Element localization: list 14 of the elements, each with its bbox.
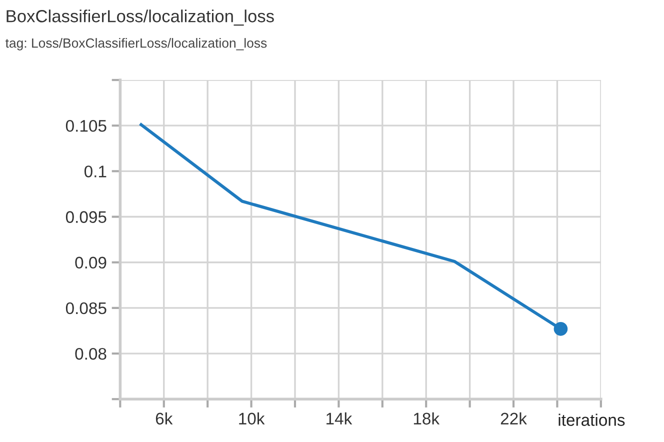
chart-title: BoxClassifierLoss/localization_loss xyxy=(6,10,274,26)
x-tick-label: 10k xyxy=(239,412,265,425)
x-axis-title: iterations xyxy=(558,414,625,426)
x-tick-label: 22k xyxy=(500,412,527,424)
y-tick-label: 0.085 xyxy=(66,302,106,314)
x-tick-label: 18k xyxy=(414,412,440,425)
x-tick-label: 14k xyxy=(326,412,352,424)
y-tick-label: 0.09 xyxy=(75,256,106,269)
y-tick-label: 0.08 xyxy=(75,348,106,360)
y-tick-label: 0.1 xyxy=(84,166,106,178)
chart-subtitle: tag: Loss/BoxClassifierLoss/localization_loss xyxy=(6,38,267,50)
y-tick-label: 0.105 xyxy=(66,120,106,132)
x-tick-label: 6k xyxy=(156,412,173,425)
y-tick-label: 0.095 xyxy=(66,211,106,223)
